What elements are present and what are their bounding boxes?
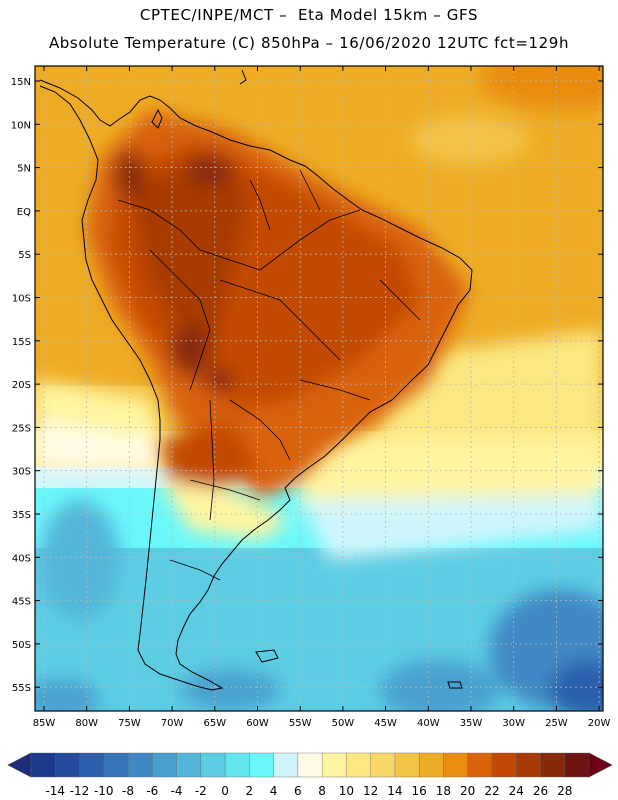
lon-label: 70W bbox=[161, 718, 184, 729]
colorbar-label: -10 bbox=[94, 784, 114, 798]
colorbar-label: 16 bbox=[412, 784, 427, 798]
lon-label: 80W bbox=[75, 718, 98, 729]
colorbar-labels: -14 -12 -10 -8 -6 -4 -2 0 2 4 6 8 10 12 14 16 18 20 22 24 26… bbox=[45, 784, 572, 798]
colorbar-swatch bbox=[127, 752, 153, 778]
colorbar-label: -4 bbox=[171, 784, 183, 798]
colorbar-label: -12 bbox=[70, 784, 90, 798]
colorbar-high-arrow bbox=[588, 752, 613, 778]
colorbar-swatch bbox=[249, 752, 275, 778]
lon-label: 40W bbox=[417, 718, 440, 729]
lon-label: 30W bbox=[502, 718, 525, 729]
colorbar-label: 24 bbox=[509, 784, 524, 798]
colorbar-swatch bbox=[55, 752, 81, 778]
lat-label: 25S bbox=[12, 423, 31, 434]
chart-subtitle: Absolute Temperature (C) 850hPa – 16/06/… bbox=[48, 34, 570, 52]
colorbar-swatch bbox=[224, 752, 250, 778]
colorbar-label: 6 bbox=[294, 784, 302, 798]
chart-title: CPTEC/INPE/MCT – Eta Model 15km – GFS bbox=[139, 6, 479, 24]
colorbar bbox=[7, 752, 613, 778]
colorbar-swatch bbox=[30, 752, 56, 778]
colorbar-label: 10 bbox=[339, 784, 354, 798]
colorbar-label: 22 bbox=[484, 784, 499, 798]
colorbar-label: 12 bbox=[363, 784, 378, 798]
colorbar-label: -2 bbox=[195, 784, 207, 798]
colorbar-label: 2 bbox=[246, 784, 254, 798]
colorbar-swatch bbox=[176, 752, 202, 778]
colorbar-swatch bbox=[443, 752, 469, 778]
colorbar-swatch bbox=[321, 752, 347, 778]
colorbar-swatch bbox=[394, 752, 420, 778]
colorbar-swatch bbox=[467, 752, 493, 778]
lon-label: 75W bbox=[118, 718, 141, 729]
colorbar-label: -6 bbox=[146, 784, 158, 798]
colorbar-label: -8 bbox=[122, 784, 134, 798]
latitude-labels: 15N 10N 5N EQ 5S 10S 15S 20S 25S 30S 35S 40S 45S 50S 5… bbox=[11, 77, 603, 694]
lat-label: 20S bbox=[12, 380, 31, 391]
country-borders bbox=[117, 169, 421, 581]
colorbar-low-arrow bbox=[7, 752, 32, 778]
colorbar-label: 0 bbox=[221, 784, 229, 798]
colorbar-swatch bbox=[564, 752, 590, 778]
lat-label: 10S bbox=[12, 294, 31, 305]
lat-label: 50S bbox=[12, 640, 31, 651]
lat-label: 35S bbox=[12, 510, 31, 521]
lon-label: 85W bbox=[33, 718, 56, 729]
lat-label: 5S bbox=[18, 250, 31, 261]
colorbar-swatch bbox=[297, 752, 323, 778]
colorbar-swatch bbox=[516, 752, 541, 778]
lat-label: EQ bbox=[17, 207, 31, 218]
lon-label: 60W bbox=[246, 718, 269, 729]
colorbar-label: 20 bbox=[460, 784, 475, 798]
lat-label: 40S bbox=[12, 553, 31, 564]
lon-label: 25W bbox=[545, 718, 568, 729]
colorbar-label: -14 bbox=[45, 784, 65, 798]
plot-frame bbox=[34, 65, 604, 712]
colorbar-swatch bbox=[540, 752, 566, 778]
colorbar-label: 18 bbox=[436, 784, 451, 798]
lon-label: 55W bbox=[289, 718, 312, 729]
colorbar-swatch bbox=[418, 752, 444, 778]
lon-label: 50W bbox=[332, 718, 355, 729]
colorbar-swatch bbox=[346, 752, 372, 778]
colorbar-swatch bbox=[79, 752, 105, 778]
lat-label: 15N bbox=[11, 77, 31, 88]
lat-label: 55S bbox=[12, 683, 31, 694]
lat-label: 15S bbox=[12, 337, 31, 348]
lat-label: 10N bbox=[11, 120, 31, 131]
colorbar-swatch bbox=[370, 752, 396, 778]
lon-label: 35W bbox=[460, 718, 483, 729]
colorbar-label: 8 bbox=[318, 784, 326, 798]
longitude-labels: 85W 80W 75W 70W 65W 60W 55W 50W 45W 40W 35W 30W 25W 2… bbox=[33, 66, 611, 729]
colorbar-swatch bbox=[200, 752, 226, 778]
lon-label: 20W bbox=[588, 718, 611, 729]
colorbar-swatch bbox=[103, 752, 129, 778]
colorbar-swatch bbox=[273, 752, 299, 778]
colorbar-label: 4 bbox=[270, 784, 278, 798]
colorbar-label: 28 bbox=[557, 784, 572, 798]
lat-label: 30S bbox=[12, 467, 31, 478]
lon-label: 45W bbox=[374, 718, 397, 729]
colorbar-swatch bbox=[491, 752, 517, 778]
colorbar-label: 26 bbox=[533, 784, 548, 798]
colorbar-label: 14 bbox=[387, 784, 402, 798]
coastlines bbox=[39, 69, 473, 691]
lat-label: 45S bbox=[12, 597, 31, 608]
lon-label: 65W bbox=[203, 718, 226, 729]
colorbar-swatch bbox=[152, 752, 178, 778]
lat-label: 5N bbox=[17, 164, 31, 175]
